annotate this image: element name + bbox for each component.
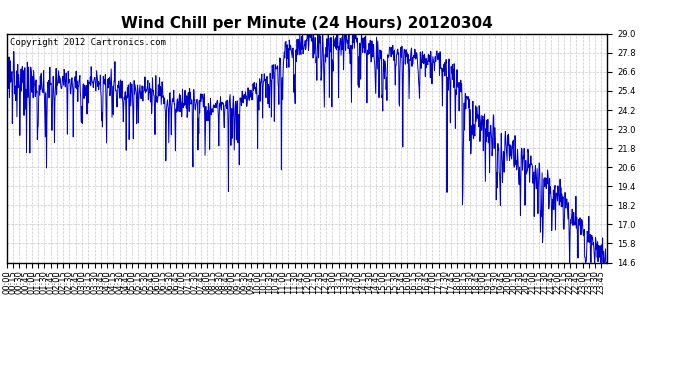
Title: Wind Chill per Minute (24 Hours) 20120304: Wind Chill per Minute (24 Hours) 2012030… bbox=[121, 16, 493, 31]
Text: Copyright 2012 Cartronics.com: Copyright 2012 Cartronics.com bbox=[10, 38, 166, 47]
